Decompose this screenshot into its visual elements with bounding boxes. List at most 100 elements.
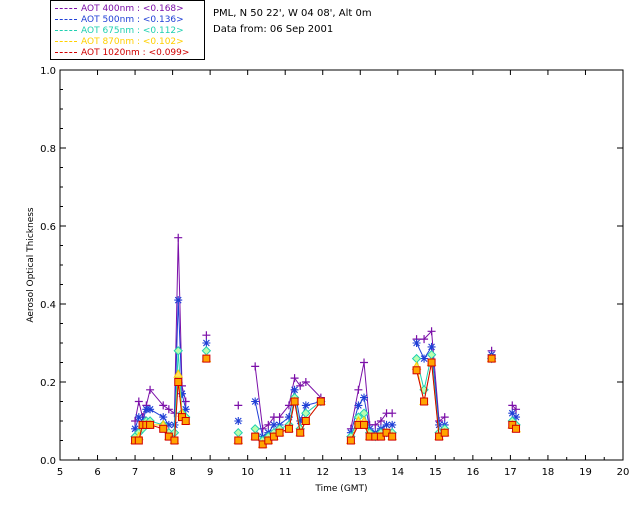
site-info: PML, N 50 22', W 04 08', Alt 0m Data fro… — [213, 6, 372, 38]
legend-entry-675nm: AOT 675nm : <0.112> — [55, 26, 184, 37]
data-date-text: Data from: 06 Sep 2001 — [213, 24, 334, 35]
data-point — [202, 354, 211, 363]
data-point — [296, 428, 305, 437]
data-point — [134, 397, 143, 406]
data-point — [181, 397, 190, 406]
data-point — [269, 420, 278, 429]
data-point — [508, 409, 517, 418]
y-tick-label: 0.2 — [40, 378, 56, 389]
x-tick-label: 10 — [241, 467, 254, 478]
data-point — [382, 420, 391, 429]
data-point — [508, 401, 517, 410]
data-point — [360, 420, 369, 429]
x-tick-label: 13 — [354, 467, 367, 478]
data-point — [258, 424, 267, 433]
x-tick-label: 18 — [542, 467, 555, 478]
data-point — [360, 358, 369, 367]
data-point — [134, 436, 143, 445]
data-point — [435, 420, 444, 429]
x-axis-title: Time (GMT) — [314, 484, 367, 494]
x-tick-label: 6 — [94, 467, 100, 478]
y-tick-label: 0.4 — [40, 300, 56, 311]
data-point — [487, 354, 496, 363]
legend-label-675nm: AOT 675nm : <0.112> — [81, 26, 184, 36]
data-point — [202, 331, 211, 340]
legend-label-400nm: AOT 400nm : <0.168> — [81, 4, 184, 14]
legend-label-870nm: AOT 870nm : <0.102> — [81, 37, 184, 47]
data-point — [296, 381, 305, 390]
data-point — [159, 424, 168, 433]
data-point — [360, 393, 369, 402]
data-point — [376, 417, 385, 425]
site-location-text: PML, N 50 22', W 04 08', Alt 0m — [213, 8, 372, 19]
data-point — [388, 409, 397, 418]
plot-frame — [59, 69, 624, 461]
legend-line-675nm — [55, 30, 77, 31]
legend-entry-1020nm: AOT 1020nm : <0.099> — [55, 48, 189, 59]
series-layer — [130, 233, 521, 449]
data-point — [316, 397, 325, 406]
data-point — [301, 417, 310, 425]
y-tick-label: 1.0 — [40, 66, 56, 77]
data-point — [275, 428, 284, 437]
data-point — [427, 327, 436, 336]
data-point — [234, 417, 243, 425]
series-aot-400nm — [131, 233, 521, 433]
y-axis-title: Aerosol Optical Thickness — [26, 207, 36, 323]
series-aot-1020nm — [131, 354, 521, 449]
data-point — [301, 378, 310, 386]
data-point — [159, 401, 168, 410]
data-point — [371, 420, 380, 429]
data-point — [512, 405, 521, 414]
x-tick-label: 20 — [617, 467, 630, 478]
data-point — [251, 432, 260, 441]
series-line — [254, 366, 322, 430]
data-point — [174, 233, 183, 242]
data-point — [159, 413, 168, 422]
data-point — [440, 428, 449, 437]
data-point — [412, 366, 421, 375]
data-point — [301, 401, 310, 410]
data-point — [173, 346, 183, 356]
data-point — [173, 369, 184, 378]
x-tick-label: 19 — [579, 467, 592, 478]
data-point — [427, 342, 436, 351]
legend-label-1020nm: AOT 1020nm : <0.099> — [81, 48, 190, 58]
data-point — [346, 436, 355, 445]
series-line — [511, 405, 517, 410]
data-point — [174, 378, 183, 386]
legend-label-500nm: AOT 500nm : <0.136> — [81, 15, 184, 25]
legend-line-1020nm — [55, 52, 77, 53]
data-point — [427, 358, 436, 367]
data-point — [420, 354, 429, 363]
legend-entry-870nm: AOT 870nm : <0.102> — [55, 37, 184, 48]
data-point — [134, 413, 143, 422]
data-point — [146, 420, 155, 429]
data-point — [388, 432, 397, 441]
legend-line-870nm — [55, 41, 77, 42]
x-tick-label: 16 — [466, 467, 479, 478]
data-point — [412, 339, 421, 347]
x-tick-label: 14 — [391, 467, 404, 478]
data-point — [388, 420, 397, 429]
data-point — [234, 436, 243, 445]
data-point — [354, 401, 363, 410]
x-tick-label: 5 — [57, 467, 63, 478]
data-point — [354, 385, 363, 394]
data-point — [170, 436, 179, 445]
x-tick-label: 17 — [504, 467, 517, 478]
data-point — [290, 397, 299, 406]
y-tick-label: 0.6 — [40, 222, 56, 233]
data-point — [146, 385, 155, 394]
data-point — [234, 401, 243, 410]
data-point — [512, 424, 521, 433]
data-point — [290, 374, 299, 383]
y-tick-label: 0.0 — [40, 456, 56, 467]
data-point — [440, 413, 449, 422]
legend-entry-500nm: AOT 500nm : <0.136> — [55, 15, 184, 26]
x-tick-label: 9 — [207, 467, 213, 478]
x-tick-label: 7 — [132, 467, 138, 478]
data-point — [181, 405, 190, 414]
data-point — [146, 405, 155, 414]
